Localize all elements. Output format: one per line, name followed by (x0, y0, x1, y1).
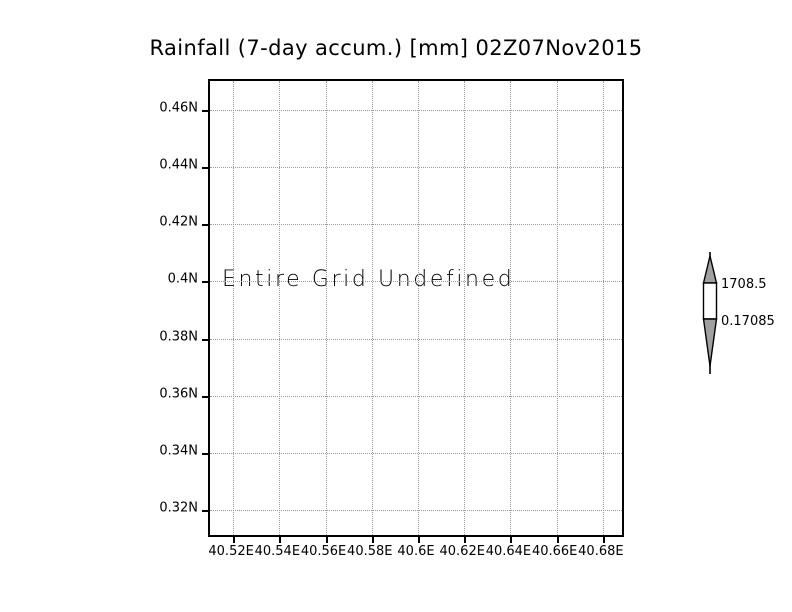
entire-grid-undefined-message: Entire Grid Undefined (222, 267, 515, 292)
y-axis-tick-label: 0.46N (159, 100, 198, 116)
y-axis-tick (202, 224, 210, 227)
gridline-vertical (279, 81, 281, 535)
x-axis-labels: 40.52E 40.54E 40.56E 40.58E 40.6E 40.62E 40.64… (208, 544, 624, 564)
y-axis-tick-label: 0.36N (159, 386, 198, 402)
y-axis-tick-label: 0.44N (159, 157, 198, 173)
gridline-vertical (464, 81, 466, 535)
x-axis-tick (371, 535, 374, 543)
colorbar-low-label: 0.17085 (721, 314, 775, 329)
y-axis-tick (202, 166, 210, 169)
y-axis-tick-label: 0.32N (159, 500, 198, 516)
y-axis-tick (202, 338, 210, 341)
x-axis-tick-label: 40.6E (397, 544, 435, 559)
x-axis-tick (418, 535, 420, 543)
gridline-vertical (602, 81, 604, 535)
x-axis-tick-label: 40.58E (347, 544, 393, 559)
gridline-horizontal (210, 166, 622, 168)
plot-area: Entire Grid Undefined (202, 79, 624, 543)
gridline-vertical (556, 81, 558, 535)
y-axis-tick-label: 0.42N (159, 214, 198, 230)
y-axis-tick-label: 0.4N (167, 271, 198, 287)
colorbar-top-triangle (702, 255, 718, 284)
gridline-horizontal (210, 224, 622, 226)
y-axis-tick (202, 510, 210, 513)
gridline-horizontal (210, 281, 622, 283)
y-axis-tick (202, 395, 210, 398)
x-axis-tick (279, 535, 282, 543)
x-axis-tick-label: 40.56E (300, 544, 347, 559)
page-title: Rainfall (7-day accum.) [mm] 02Z07Nov201… (149, 36, 643, 60)
x-axis-tick-label: 40.52E (208, 544, 254, 559)
gridline-horizontal (210, 109, 622, 111)
y-axis-tick-label: 0.34N (159, 443, 198, 459)
colorbar-middle-box (702, 282, 718, 320)
gridline-horizontal (210, 453, 622, 455)
colorbar-high-label: 1708.5 (721, 277, 767, 292)
gridline-horizontal (210, 510, 622, 512)
x-axis-tick-label: 40.62E (439, 544, 485, 559)
x-axis-tick (556, 535, 559, 543)
x-axis-tick (325, 535, 328, 543)
x-axis-tick-label: 40.66E (531, 544, 578, 559)
gridline-vertical (325, 81, 327, 535)
colorbar-shape (702, 252, 718, 374)
colorbar (699, 252, 721, 374)
plot-grid-region: Entire Grid Undefined (210, 81, 622, 535)
x-axis-tick-label: 40.68E (578, 544, 624, 559)
gridline-horizontal (210, 338, 622, 340)
x-axis-tick (464, 535, 467, 543)
y-axis-tick (202, 109, 210, 112)
colorbar-bottom-triangle (702, 318, 718, 367)
x-axis-tick-label: 40.64E (485, 544, 532, 559)
gridline-vertical (418, 81, 419, 535)
gridline-horizontal (210, 395, 622, 397)
y-axis-tick (202, 281, 210, 284)
y-axis-tick (202, 453, 210, 456)
y-axis-tick-label: 0.38N (159, 329, 198, 345)
x-axis-tick (233, 535, 236, 543)
x-axis-tick-label: 40.54E (254, 544, 301, 559)
x-axis-tick (602, 535, 605, 543)
gridline-vertical (510, 81, 512, 535)
x-axis-tick (510, 535, 513, 543)
y-axis-labels: 0.46N 0.44N 0.42N 0.4N 0.38N 0.36N 0.34N 0.32N (150, 79, 198, 537)
gridline-vertical (233, 81, 235, 535)
gridline-vertical (371, 81, 373, 535)
